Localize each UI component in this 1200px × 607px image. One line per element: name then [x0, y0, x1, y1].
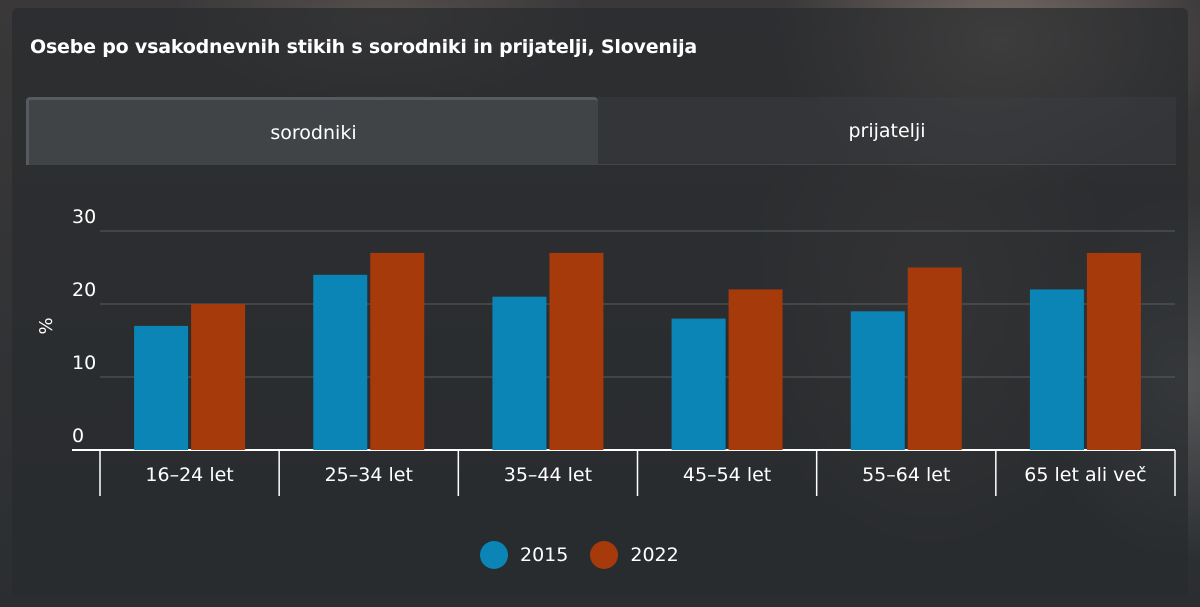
- tab-bar: sorodniki prijatelji: [26, 97, 1176, 165]
- y-axis-label: %: [36, 317, 57, 334]
- y-tick-label-10: 10: [72, 352, 96, 374]
- bar-2015-2: [313, 274, 368, 450]
- x-tick-label: 35–44 let: [504, 464, 592, 486]
- x-tick-label: 55–64 let: [862, 464, 950, 486]
- bar-2022-6: [1086, 252, 1141, 450]
- bar-2015-3: [492, 296, 547, 450]
- legend-item-2015[interactable]: 2015: [480, 541, 568, 569]
- legend-label-2015: 2015: [520, 544, 569, 566]
- legend-item-2022[interactable]: 2022: [590, 541, 679, 569]
- bar-2015-1: [134, 325, 189, 450]
- legend-swatch-2022: [590, 541, 619, 569]
- x-tick-label: 65 let ali več: [1024, 464, 1146, 486]
- bar-2022-1: [191, 304, 246, 450]
- y-tick-label-20: 20: [72, 279, 96, 301]
- bar-2022-2: [370, 252, 425, 450]
- bar-2015-5: [850, 311, 905, 450]
- x-tick-label: 45–54 let: [683, 464, 771, 486]
- bar-2015-6: [1029, 289, 1084, 450]
- tab-prijatelji[interactable]: prijatelji: [598, 97, 1176, 165]
- bar-2015-4: [671, 318, 726, 450]
- y-tick-label-30: 30: [72, 206, 96, 228]
- tab-sorodniki[interactable]: sorodniki: [26, 97, 598, 165]
- bar-2022-5: [907, 267, 962, 450]
- x-tick-label: 25–34 let: [325, 464, 413, 486]
- chart-title: Osebe po vsakodnevnih stikih s sorodniki…: [30, 36, 698, 58]
- legend-label-2022: 2022: [630, 544, 679, 566]
- x-tick-label: 16–24 let: [145, 464, 233, 486]
- legend: 2015 2022: [480, 538, 701, 572]
- legend-swatch-2015: [480, 541, 508, 569]
- bar-2022-3: [549, 252, 604, 450]
- bar-2022-4: [728, 289, 783, 450]
- y-tick-label-0: 0: [72, 425, 84, 447]
